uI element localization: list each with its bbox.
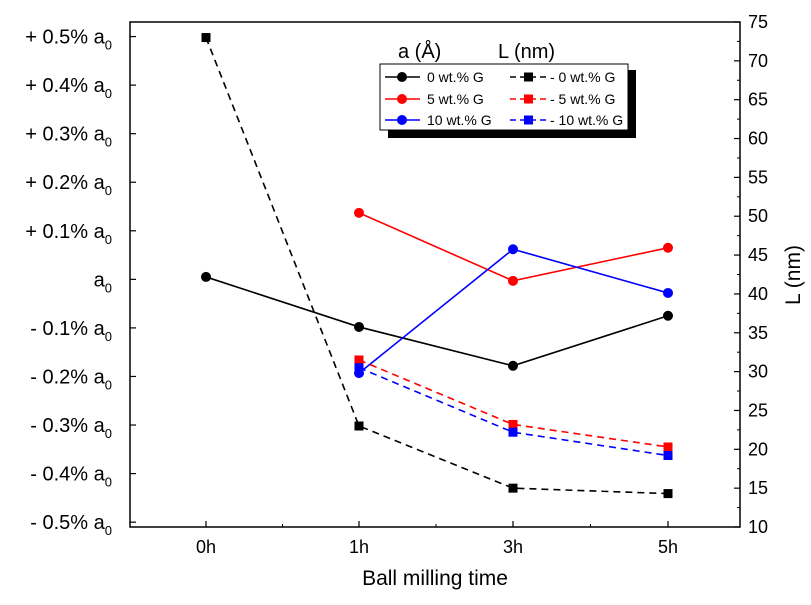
data-point-circle bbox=[508, 360, 518, 371]
legend-label-a: 5 wt.% G bbox=[427, 91, 484, 107]
left-tick-label: + 0.3% a0 bbox=[25, 124, 112, 150]
left-tick-label: - 0.3% a0 bbox=[30, 415, 112, 441]
left-tick-label: + 0.2% a0 bbox=[25, 172, 112, 198]
right-tick-label: 65 bbox=[748, 90, 768, 110]
right-tick-label: 30 bbox=[748, 362, 768, 382]
legend-label-L: - 0 wt.% G bbox=[550, 69, 615, 85]
right-tick-label: 70 bbox=[748, 51, 768, 71]
right-tick-label: 20 bbox=[748, 439, 768, 459]
data-point-circle bbox=[354, 321, 364, 332]
left-tick-label: + 0.5% a0 bbox=[25, 27, 112, 53]
right-tick-label: 55 bbox=[748, 167, 768, 187]
data-point-square bbox=[354, 421, 364, 431]
legend-header-L: L (nm) bbox=[498, 41, 555, 63]
legend-marker-L bbox=[524, 72, 533, 82]
right-axis-title: L (nm) bbox=[782, 245, 805, 305]
series-markers bbox=[201, 33, 673, 499]
series-line-3 bbox=[205, 37, 669, 495]
legend: a (Å) L (nm) 0 wt.% G 5 wt.% G 10 wt.% G - … bbox=[379, 40, 636, 138]
data-point-circle bbox=[201, 271, 211, 282]
data-point-square bbox=[508, 427, 518, 437]
data-point-square bbox=[201, 33, 211, 43]
left-axis-tick-labels: + 0.5% a0 + 0.4% a0 + 0.3% a0 + 0.2% a0 + 0.… bbox=[25, 27, 112, 539]
x-axis-tick-labels: 0h 1h 3h 5h bbox=[196, 537, 678, 557]
right-tick-label: 15 bbox=[748, 478, 768, 498]
legend-label-a: 0 wt.% G bbox=[427, 69, 484, 85]
left-tick-label: + 0.4% a0 bbox=[25, 75, 112, 101]
legend-entries: 0 wt.% G 5 wt.% G 10 wt.% G - 0 wt.% G - 5 w… bbox=[385, 69, 623, 128]
x-axis-title: Ball milling time bbox=[362, 567, 508, 590]
x-tick-label: 5h bbox=[658, 537, 678, 557]
series-line-2 bbox=[358, 248, 669, 374]
legend-marker-L bbox=[524, 94, 533, 104]
data-point-circle bbox=[663, 287, 673, 298]
legend-marker-a bbox=[397, 94, 407, 104]
legend-label-L: - 5 wt.% G bbox=[550, 91, 615, 107]
right-tick-label: 25 bbox=[748, 400, 768, 420]
right-axis-tick-labels: 10 15 20 25 30 35 40 45 50 55 60 65 70 75 bbox=[748, 12, 768, 537]
data-point-circle bbox=[508, 244, 518, 255]
data-point-circle bbox=[663, 310, 673, 321]
legend-marker-a bbox=[397, 72, 407, 82]
legend-header-a: a (Å) bbox=[398, 40, 441, 63]
x-tick-label: 1h bbox=[349, 537, 369, 557]
right-tick-label: 45 bbox=[748, 245, 768, 265]
right-tick-label: 60 bbox=[748, 129, 768, 149]
axis-ticks bbox=[130, 21, 740, 528]
data-point-circle bbox=[354, 207, 364, 218]
left-tick-label: - 0.2% a0 bbox=[30, 366, 112, 392]
data-point-square bbox=[508, 419, 518, 429]
x-tick-label: 0h bbox=[196, 537, 216, 557]
series-line-5 bbox=[358, 366, 669, 457]
data-point-square bbox=[663, 442, 673, 452]
left-tick-label: a0 bbox=[94, 269, 112, 295]
left-tick-label: - 0.1% a0 bbox=[30, 318, 112, 344]
legend-label-L: - 10 wt.% G bbox=[550, 112, 623, 128]
data-point-square bbox=[663, 489, 673, 499]
left-tick-label: + 0.1% a0 bbox=[25, 221, 112, 247]
data-point-square bbox=[354, 363, 364, 373]
data-point-square bbox=[354, 355, 364, 365]
data-point-circle bbox=[663, 242, 673, 253]
right-tick-label: 40 bbox=[748, 284, 768, 304]
right-tick-label: 50 bbox=[748, 206, 768, 226]
right-tick-label: 10 bbox=[748, 517, 768, 537]
data-point-square bbox=[663, 451, 673, 461]
right-tick-label: 35 bbox=[748, 323, 768, 343]
legend-marker-L bbox=[524, 115, 533, 125]
right-tick-label: 75 bbox=[748, 12, 768, 32]
data-point-circle bbox=[508, 275, 518, 286]
legend-box bbox=[379, 63, 629, 131]
series-line-0 bbox=[205, 276, 669, 367]
legend-marker-a bbox=[397, 115, 407, 125]
left-tick-label: - 0.4% a0 bbox=[30, 464, 112, 490]
legend-label-a: 10 wt.% G bbox=[427, 112, 492, 128]
left-tick-label: - 0.5% a0 bbox=[30, 512, 112, 538]
x-tick-label: 3h bbox=[503, 537, 523, 557]
data-point-square bbox=[508, 483, 518, 493]
